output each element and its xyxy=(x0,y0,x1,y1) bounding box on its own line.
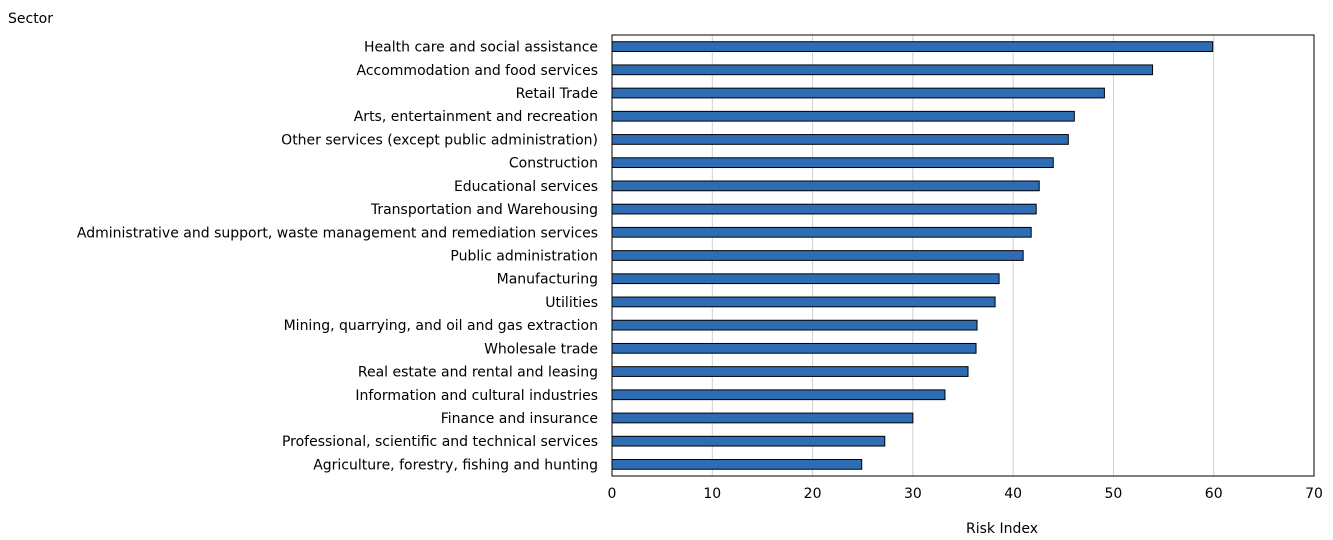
bar xyxy=(611,180,1040,192)
category-label: Finance and insurance xyxy=(441,411,598,427)
x-tick-label: 20 xyxy=(804,486,822,502)
category-label: Accommodation and food services xyxy=(357,63,599,79)
x-tick-label: 70 xyxy=(1305,486,1323,502)
bar xyxy=(611,110,1075,122)
bar xyxy=(611,342,977,354)
category-label: Retail Trade xyxy=(516,86,598,102)
bar xyxy=(611,389,946,401)
category-label: Public administration xyxy=(450,249,598,265)
bar xyxy=(611,366,969,377)
category-label: Transportation and Warehousing xyxy=(370,202,598,218)
category-label: Health care and social assistance xyxy=(364,40,598,56)
category-labels: Health care and social assistance Accommo… xyxy=(77,40,598,474)
bar xyxy=(611,435,886,447)
category-label: Real estate and rental and leasing xyxy=(358,365,598,381)
category-label: Arts, entertainment and recreation xyxy=(354,109,598,125)
bar xyxy=(611,41,1214,52)
x-tick-label: 50 xyxy=(1105,486,1123,502)
category-label: Construction xyxy=(509,156,598,172)
category-label: Utilities xyxy=(545,295,598,311)
x-tick-label: 60 xyxy=(1205,486,1223,502)
category-label: Educational services xyxy=(454,179,598,195)
x-tick-label: 10 xyxy=(703,486,721,502)
x-tick-label: 30 xyxy=(904,486,922,502)
bars xyxy=(611,41,1214,470)
category-label: Administrative and support, waste manage… xyxy=(77,225,598,241)
bar xyxy=(611,319,978,331)
category-label: Information and cultural industries xyxy=(355,388,598,404)
category-label: Wholesale trade xyxy=(484,341,598,357)
category-label: Professional, scientific and technical s… xyxy=(282,434,598,450)
bar xyxy=(611,226,1032,238)
bar xyxy=(611,296,996,308)
bar xyxy=(611,157,1054,169)
category-label: Mining, quarrying, and oil and gas extra… xyxy=(284,318,598,334)
plot-area-frame xyxy=(611,34,1315,477)
bar xyxy=(611,64,1154,76)
x-tick-label: 0 xyxy=(608,486,617,502)
category-label: Agriculture, forestry, fishing and hunti… xyxy=(313,457,598,473)
x-tick-labels: 0 10 20 30 40 50 60 70 xyxy=(608,486,1323,502)
bar xyxy=(611,250,1024,261)
bar xyxy=(611,203,1037,215)
bar xyxy=(611,459,863,470)
bar xyxy=(611,134,1069,145)
y-axis-title: Sector xyxy=(8,11,53,27)
bar xyxy=(611,87,1105,99)
category-label: Other services (except public administra… xyxy=(281,132,598,148)
bar xyxy=(611,412,914,424)
x-tick-label: 40 xyxy=(1004,486,1022,502)
category-label: Manufacturing xyxy=(497,272,598,288)
x-axis-title: Risk Index xyxy=(966,521,1038,537)
bar xyxy=(611,273,1000,285)
